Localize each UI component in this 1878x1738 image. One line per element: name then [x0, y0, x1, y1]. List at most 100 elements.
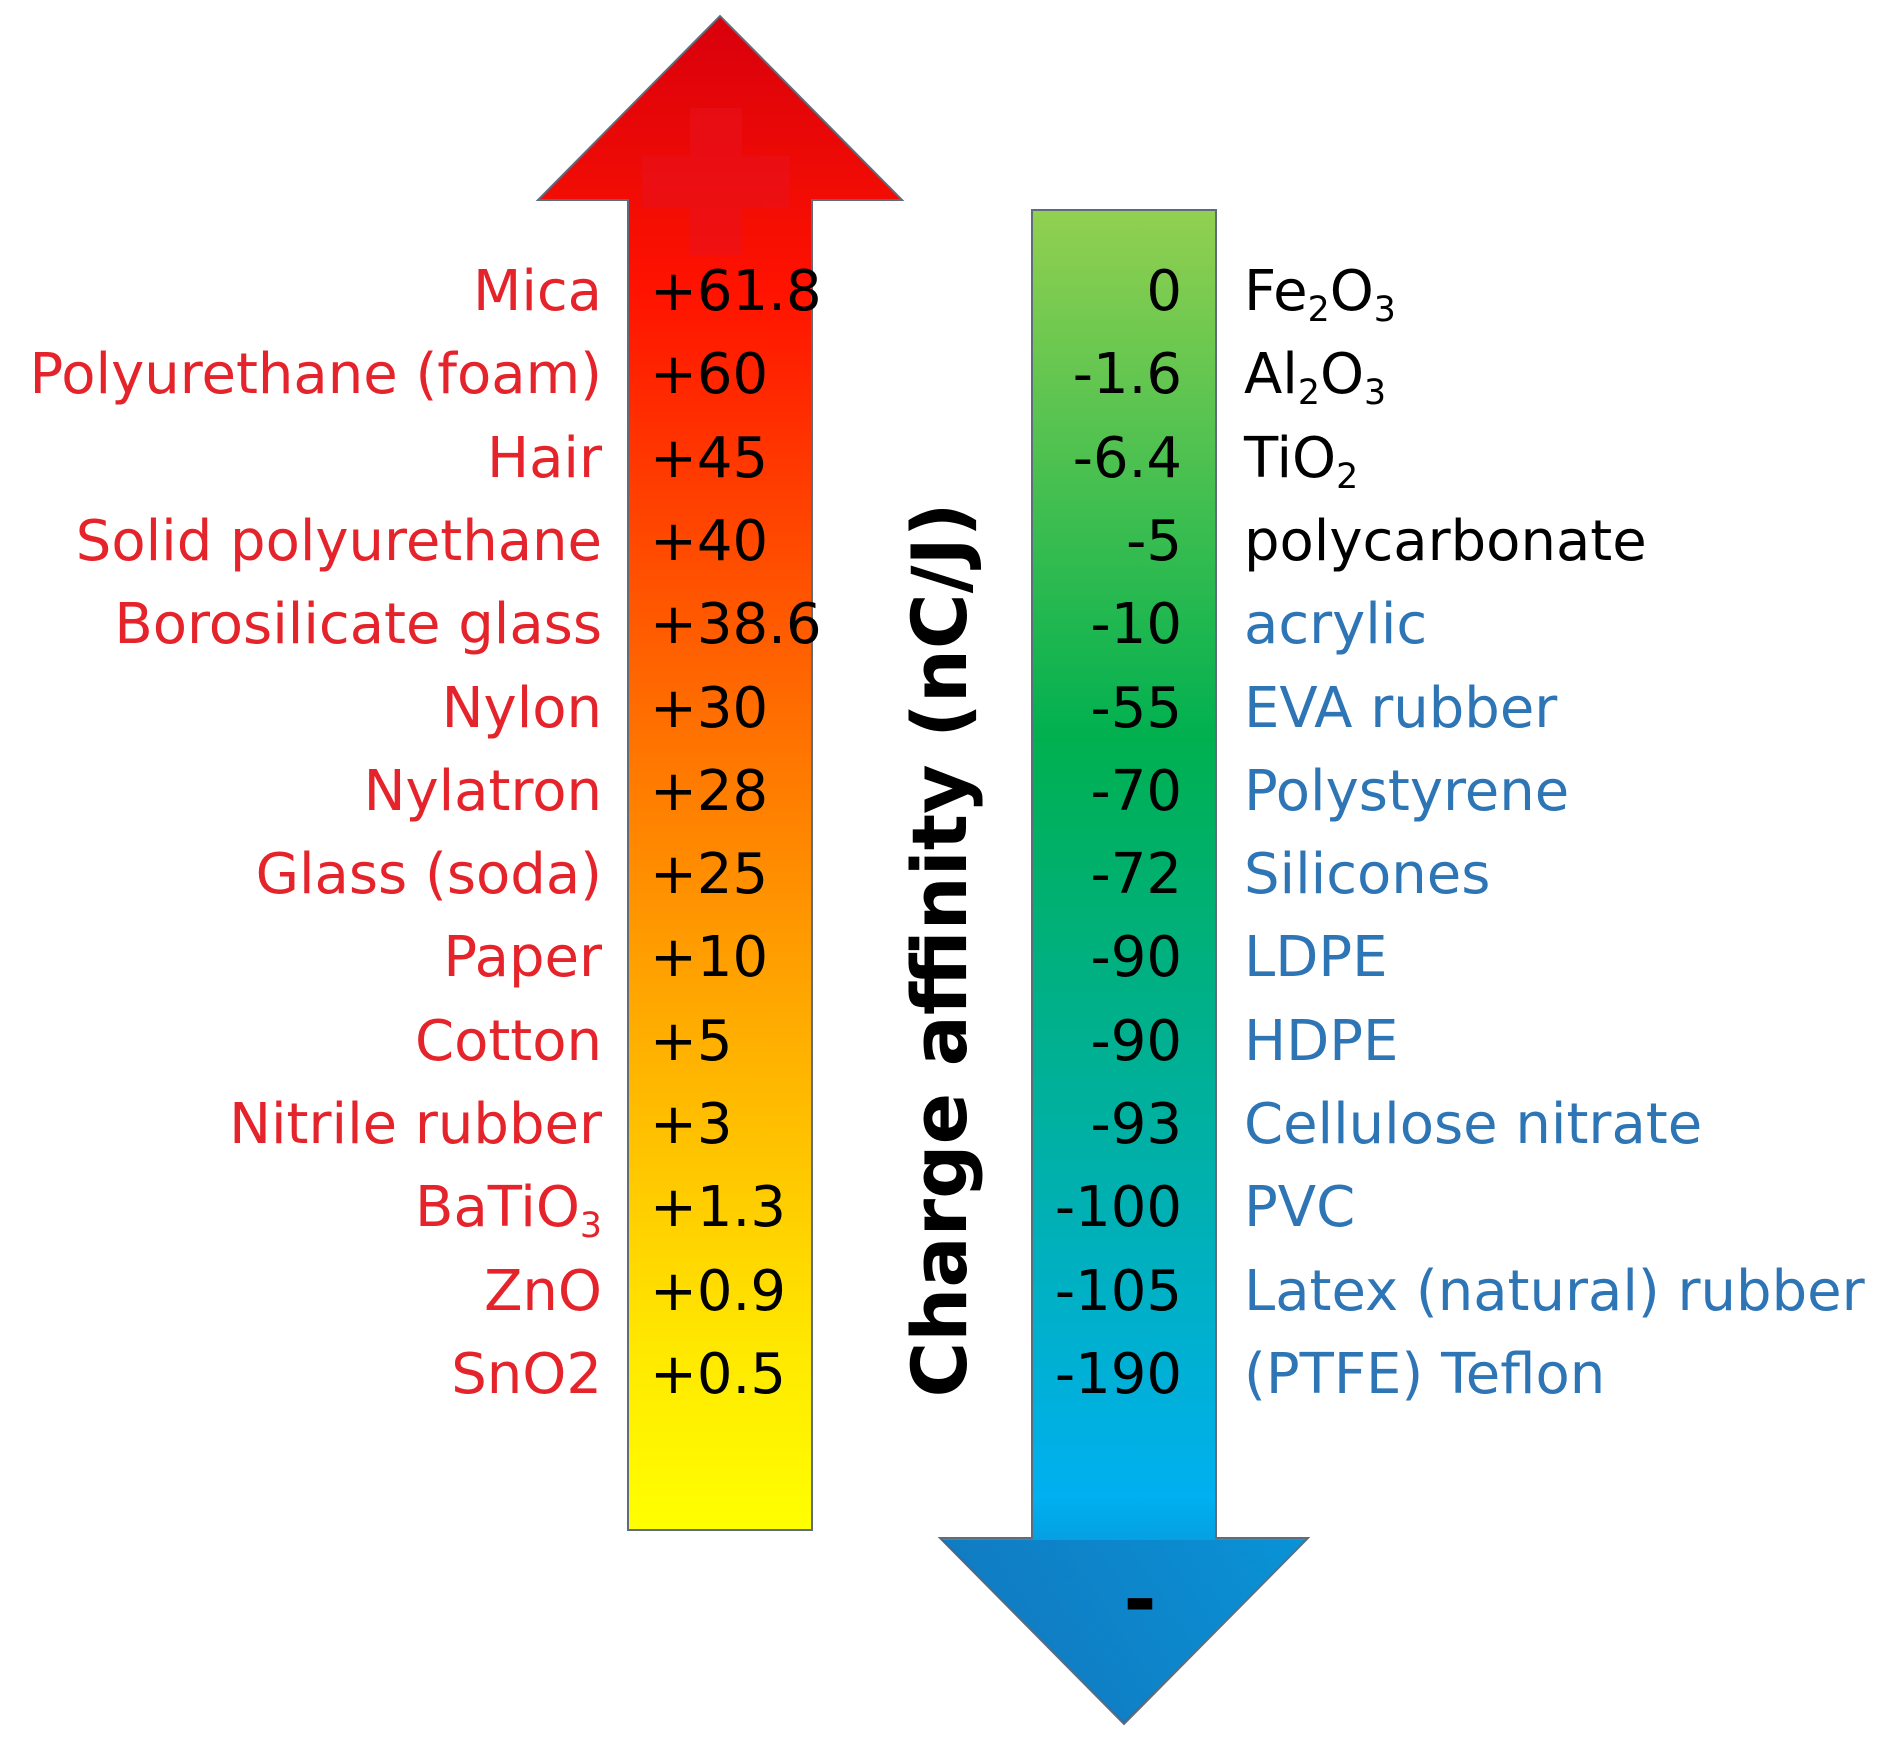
- plus-icon: [642, 108, 790, 256]
- negative-charge-value: -190: [1054, 1341, 1182, 1407]
- material-name-text: HDPE: [1244, 1008, 1399, 1074]
- positive-charge-value: +25: [650, 842, 769, 908]
- positive-charge-value: +28: [650, 758, 769, 824]
- material-name-text: Nitrile rubber: [229, 1092, 602, 1157]
- subscript: 3: [1364, 373, 1387, 414]
- positive-charge-value: +30: [650, 675, 769, 741]
- negative-charge-value: -72: [1090, 842, 1182, 908]
- positive-material-name: Cotton: [415, 1000, 602, 1084]
- positive-material-name: Paper: [443, 916, 602, 1000]
- material-name-text: SnO2: [451, 1341, 602, 1407]
- material-name-text: EVA rubber: [1244, 675, 1558, 741]
- negative-arrow-head-shade: [942, 1540, 1306, 1722]
- negative-charge-value: -105: [1054, 1258, 1182, 1324]
- material-name-text: Borosilicate glass: [114, 592, 602, 658]
- positive-material-name: Glass (soda): [256, 833, 602, 917]
- positive-material-name: Nylatron: [364, 750, 602, 834]
- positive-material-name: Polyurethane (foam): [29, 333, 602, 417]
- material-name-text: Polyurethane (foam): [29, 342, 602, 408]
- minus-icon: -: [1123, 1553, 1157, 1646]
- material-name-text: Mica: [473, 259, 602, 324]
- material-name-text: O: [1329, 259, 1374, 324]
- negative-material-name: acrylic: [1244, 583, 1427, 667]
- positive-charge-value: +40: [650, 508, 769, 574]
- material-name-text: PVC: [1244, 1175, 1356, 1241]
- positive-material-name: Nylon: [442, 667, 602, 751]
- material-name-text: BaTiO: [415, 1175, 580, 1241]
- material-name-text: Nylatron: [363, 758, 602, 824]
- material-name-text: Nylon: [441, 675, 602, 741]
- positive-arrow: [535, 14, 905, 1531]
- positive-material-name: ZnO: [484, 1250, 602, 1334]
- positive-charge-value: +5: [650, 1008, 733, 1074]
- negative-material-name: Polystyrene: [1244, 750, 1569, 834]
- material-name-text: O: [1319, 342, 1365, 408]
- positive-material-name: BaTiO3: [415, 1166, 602, 1250]
- positive-charge-value: +61.8: [650, 259, 822, 324]
- material-name-text: Latex (natural) rubber: [1244, 1258, 1865, 1324]
- material-name-text: Silicones: [1244, 842, 1491, 908]
- material-name-text: LDPE: [1244, 925, 1388, 991]
- material-name-text: polycarbonate: [1244, 508, 1647, 574]
- subscript: 3: [579, 1206, 602, 1247]
- subscript: 2: [1297, 373, 1320, 414]
- positive-material-name: Nitrile rubber: [229, 1083, 602, 1167]
- negative-material-name: EVA rubber: [1244, 667, 1557, 751]
- positive-material-name: Hair: [487, 417, 602, 501]
- material-name-text: Cellulose nitrate: [1244, 1092, 1703, 1157]
- negative-charge-value: -5: [1126, 508, 1182, 574]
- positive-charge-value: +3: [650, 1092, 733, 1157]
- negative-material-name: PVC: [1244, 1166, 1355, 1250]
- negative-material-name: Silicones: [1244, 833, 1490, 917]
- material-name-text: Solid polyurethane: [75, 508, 602, 574]
- axis-label: Charge affinity (nC/J): [895, 502, 984, 1398]
- material-name-text: ZnO: [484, 1258, 602, 1324]
- positive-charge-value: +0.5: [650, 1341, 786, 1407]
- subscript: 2: [1307, 290, 1330, 331]
- material-name-text: Hair: [486, 425, 602, 491]
- positive-charge-value: +45: [650, 425, 769, 491]
- positive-charge-value: +38.6: [650, 592, 822, 658]
- negative-material-name: Fe2O3: [1244, 250, 1396, 334]
- negative-charge-value: -6.4: [1072, 425, 1182, 491]
- material-name-text: Al: [1244, 342, 1298, 408]
- negative-charge-value: -70: [1090, 758, 1182, 824]
- material-name-text: acrylic: [1244, 592, 1428, 658]
- positive-charge-value: +60: [650, 342, 769, 408]
- negative-material-name: (PTFE) Teflon: [1244, 1333, 1605, 1417]
- material-name-text: Cotton: [414, 1008, 602, 1074]
- negative-material-name: HDPE: [1244, 1000, 1398, 1084]
- negative-charge-value: 0: [1146, 259, 1182, 324]
- positive-charge-value: +10: [650, 925, 769, 991]
- positive-material-name: SnO2: [451, 1333, 602, 1417]
- negative-material-name: polycarbonate: [1244, 500, 1647, 584]
- negative-material-name: Cellulose nitrate: [1244, 1083, 1702, 1167]
- positive-material-name: Solid polyurethane: [76, 500, 602, 584]
- material-name-text: Polystyrene: [1244, 758, 1570, 824]
- material-name-text: Paper: [443, 925, 602, 991]
- negative-charge-value: -93: [1090, 1092, 1182, 1157]
- subscript: 3: [1373, 290, 1396, 331]
- negative-charge-value: -55: [1090, 675, 1182, 741]
- negative-material-name: Latex (natural) rubber: [1244, 1250, 1865, 1334]
- positive-material-name: Mica: [473, 250, 602, 334]
- material-name-text: TiO: [1244, 425, 1337, 491]
- negative-charge-value: -1.6: [1072, 342, 1182, 408]
- negative-charge-value: -90: [1090, 1008, 1182, 1074]
- positive-material-name: Borosilicate glass: [114, 583, 602, 667]
- material-name-text: (PTFE) Teflon: [1244, 1341, 1606, 1407]
- material-name-text: Glass (soda): [255, 842, 602, 908]
- negative-arrow: [937, 209, 1311, 1726]
- positive-charge-value: +0.9: [650, 1258, 786, 1324]
- positive-charge-value: +1.3: [650, 1175, 786, 1241]
- negative-charge-value: -10: [1090, 592, 1182, 658]
- negative-charge-value: -100: [1054, 1175, 1182, 1241]
- negative-charge-value: -90: [1090, 925, 1182, 991]
- negative-material-name: Al2O3: [1244, 333, 1386, 417]
- negative-material-name: TiO2: [1244, 417, 1358, 501]
- material-name-text: Fe: [1244, 259, 1308, 324]
- subscript: 2: [1336, 456, 1359, 497]
- negative-material-name: LDPE: [1244, 916, 1387, 1000]
